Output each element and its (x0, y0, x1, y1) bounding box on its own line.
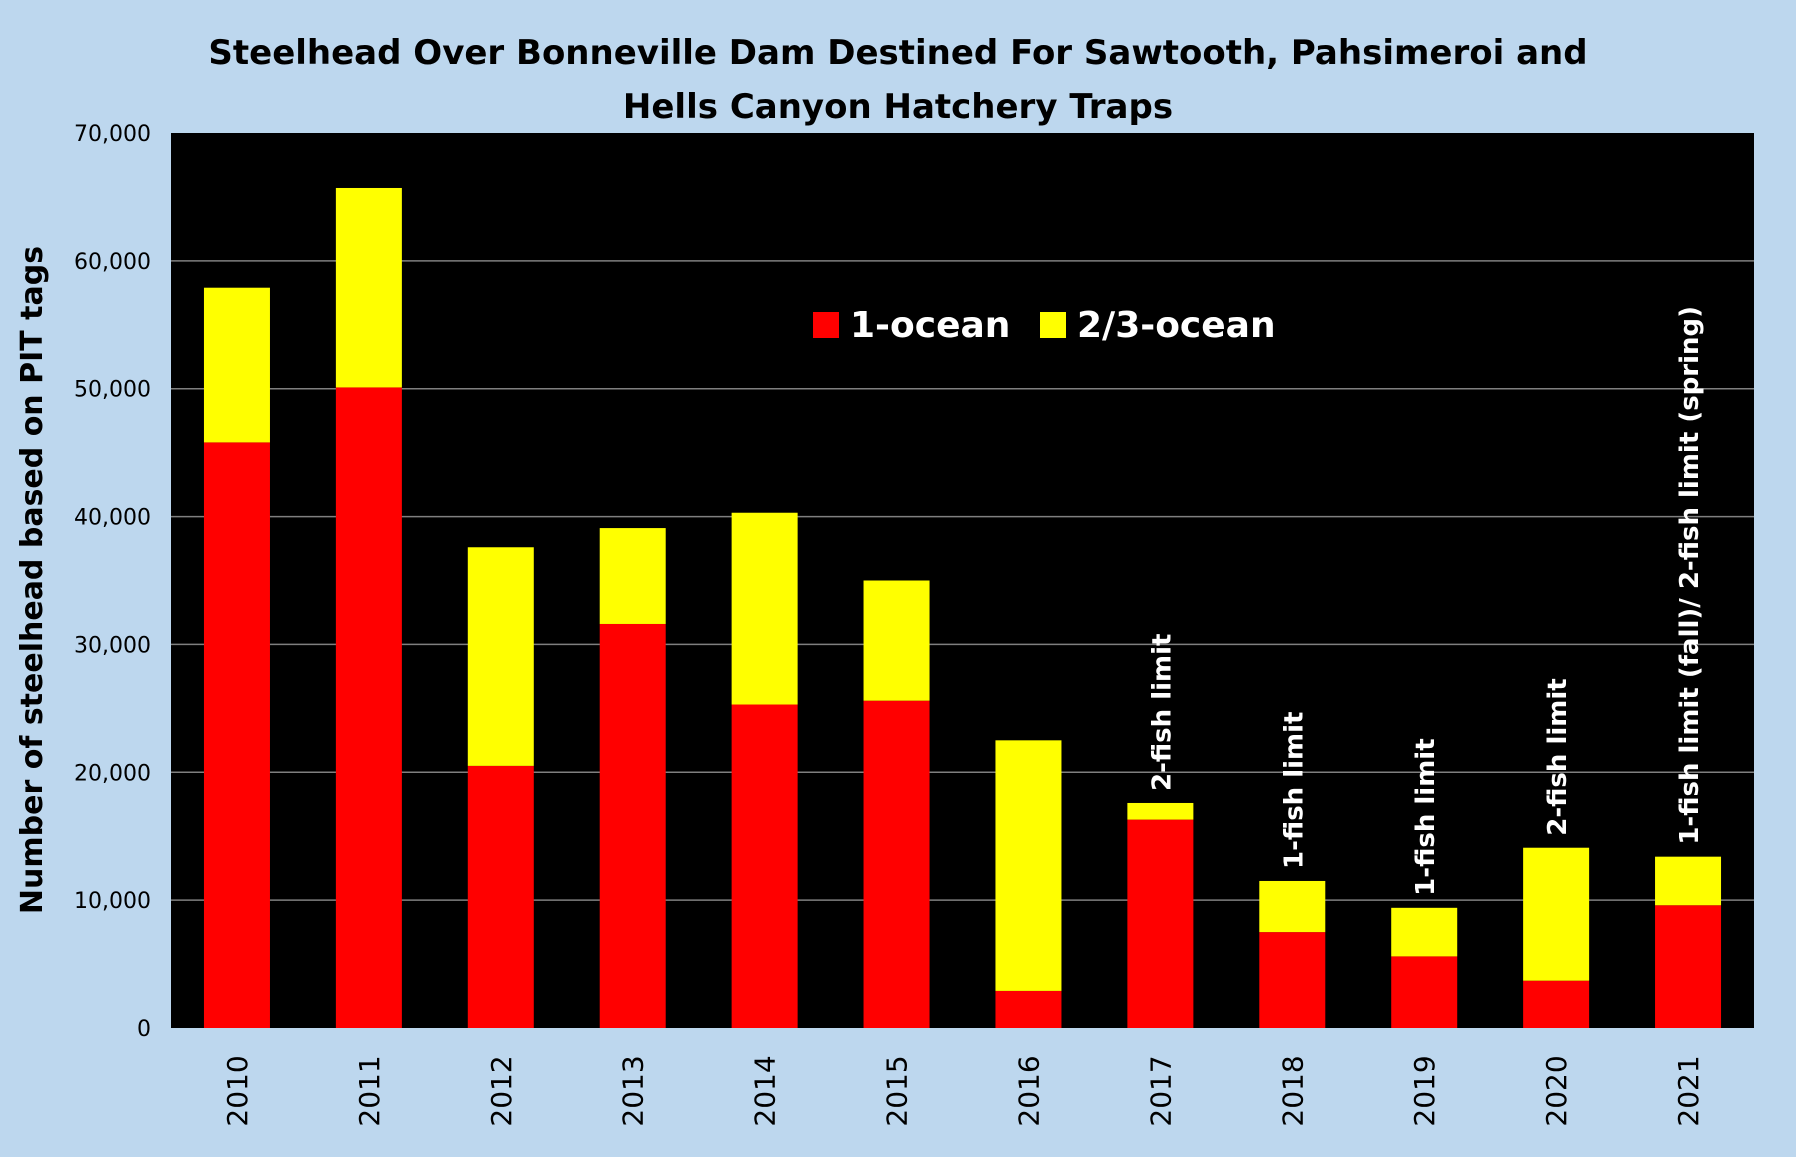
bar-1-ocean-2018 (1259, 932, 1326, 1028)
legend-label-2-3-ocean: 2/3-ocean (1077, 305, 1276, 346)
y-tick-label: 20,000 (74, 761, 151, 786)
chart-title: Steelhead Over Bonneville Dam Destined F… (208, 33, 1587, 127)
x-tick-label-2020: 2020 (1540, 1055, 1573, 1126)
annotation-2020: 2-fish limit (1543, 678, 1573, 835)
bar-2-3-ocean-2021 (1655, 856, 1722, 906)
x-tick-label-2019: 2019 (1408, 1055, 1441, 1126)
y-axis-label: Number of steelhead based on PIT tags (15, 246, 50, 914)
chart-title-line-2: Hells Canyon Hatchery Traps (623, 87, 1173, 127)
bar-1-ocean-2014 (731, 704, 798, 1028)
bar-2-3-ocean-2010 (203, 287, 270, 443)
annotation-2019: 1-fish limit (1411, 738, 1441, 895)
legend-label-1-ocean: 1-ocean (850, 305, 1010, 346)
bar-1-ocean-2021 (1655, 905, 1722, 1028)
bar-2-3-ocean-2020 (1523, 847, 1590, 981)
legend-swatch-1-ocean (813, 312, 839, 338)
annotation-2018: 1-fish limit (1279, 712, 1309, 869)
bar-2-3-ocean-2019 (1391, 907, 1458, 957)
bar-1-ocean-2020 (1523, 980, 1590, 1028)
y-tick-label: 40,000 (74, 506, 151, 531)
x-tick-label-2017: 2017 (1144, 1055, 1177, 1126)
x-tick-label-2015: 2015 (881, 1055, 914, 1126)
x-tick-label-2011: 2011 (353, 1055, 386, 1126)
x-tick-label-2013: 2013 (617, 1055, 650, 1126)
x-tick-label-2021: 2021 (1672, 1055, 1705, 1126)
bar-2-3-ocean-2011 (335, 187, 402, 388)
legend-swatch-2-3-ocean (1040, 312, 1066, 338)
x-tick-label-2014: 2014 (749, 1055, 782, 1126)
bar-1-ocean-2017 (1127, 819, 1194, 1028)
annotation-2021: 1-fish limit (fall)/ 2-fish limit (sprin… (1675, 306, 1705, 845)
bar-1-ocean-2019 (1391, 956, 1458, 1028)
y-tick-label: 60,000 (74, 250, 151, 275)
y-tick-label: 10,000 (74, 889, 151, 914)
bar-2-3-ocean-2013 (599, 528, 666, 624)
plot-area (171, 133, 1754, 1028)
y-tick-label: 70,000 (74, 122, 151, 147)
y-tick-label: 50,000 (74, 378, 151, 403)
x-axis-ticks: 2010 2011 2012 2013 2014 2015 2016 2017 2018 2019… (221, 1055, 1705, 1126)
bar-2-3-ocean-2017 (1127, 802, 1194, 820)
legend: 1-ocean 2/3-ocean (813, 305, 1276, 346)
bar-1-ocean-2010 (203, 442, 270, 1028)
chart-title-line-1: Steelhead Over Bonneville Dam Destined F… (208, 33, 1587, 73)
y-tick-label: 30,000 (74, 633, 151, 658)
bar-2-3-ocean-2016 (995, 740, 1062, 991)
bar-2-3-ocean-2014 (731, 512, 798, 705)
bars (203, 187, 1722, 1029)
bar-1-ocean-2011 (335, 387, 402, 1029)
x-tick-label-2010: 2010 (221, 1055, 254, 1126)
bar-1-ocean-2015 (863, 700, 930, 1028)
bar-2-3-ocean-2015 (863, 580, 930, 701)
y-tick-label: 0 (137, 1017, 151, 1042)
bar-2-3-ocean-2012 (467, 547, 534, 766)
annotation-2017: 2-fish limit (1147, 634, 1177, 791)
bar-2-3-ocean-2018 (1259, 880, 1326, 933)
bar-1-ocean-2012 (467, 765, 534, 1028)
bar-1-ocean-2016 (995, 990, 1062, 1028)
y-axis-ticks: 0 10,000 20,000 30,000 40,000 50,000 60,000 70,… (74, 122, 151, 1042)
x-tick-label-2016: 2016 (1012, 1055, 1045, 1126)
x-tick-label-2012: 2012 (485, 1055, 518, 1126)
bar-1-ocean-2013 (599, 623, 666, 1028)
x-tick-label-2018: 2018 (1276, 1055, 1309, 1126)
annotations: 2-fish limit 1-fish limit 1-fish limit 2-fi… (1147, 306, 1705, 896)
gridlines (171, 260, 1754, 901)
